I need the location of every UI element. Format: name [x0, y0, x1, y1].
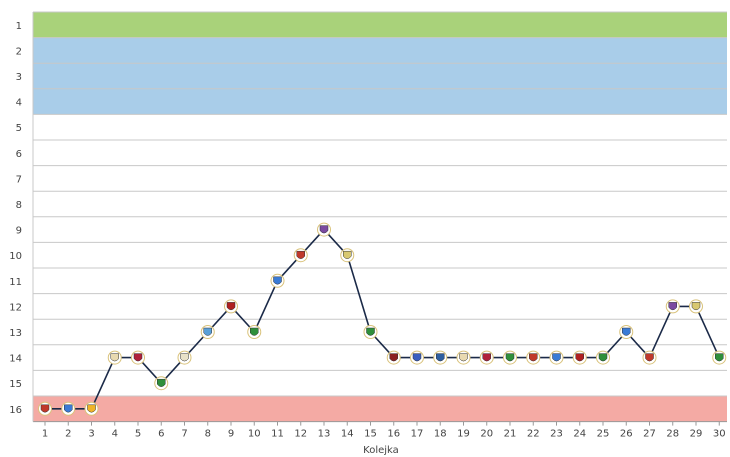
data-point: [433, 350, 448, 365]
data-point: [293, 248, 308, 263]
data-point: [479, 350, 494, 365]
x-tick-label: 16: [387, 429, 400, 440]
data-point: [61, 401, 76, 416]
data-point: [689, 299, 703, 314]
x-tick-label: 17: [411, 429, 424, 440]
data-point: [340, 248, 355, 263]
y-tick-label: 1: [16, 21, 22, 32]
y-tick-label: 9: [16, 226, 22, 237]
x-tick-label: 23: [550, 429, 563, 440]
data-point: [177, 350, 192, 365]
x-tick-label: 20: [480, 429, 493, 440]
y-tick-label: 3: [16, 72, 22, 83]
data-point: [200, 325, 215, 339]
y-tick-label: 8: [16, 200, 22, 211]
data-point: [642, 350, 657, 365]
x-tick-label: 5: [135, 429, 141, 440]
y-tick-label: 6: [16, 149, 22, 160]
x-tick-label: 1: [42, 429, 48, 440]
x-tick-label: 13: [318, 429, 331, 440]
x-tick-label: 25: [597, 429, 610, 440]
data-point: [154, 376, 169, 391]
data-point: [386, 350, 401, 365]
data-point: [572, 350, 587, 365]
y-tick-label: 7: [16, 174, 22, 185]
data-point: [410, 350, 424, 365]
data-point: [456, 350, 471, 365]
data-point: [549, 350, 564, 365]
x-tick-label: 6: [158, 429, 164, 440]
data-point: [38, 401, 52, 416]
y-tick-label: 16: [9, 405, 22, 416]
zone-band-1: [33, 12, 727, 38]
x-tick-label: 2: [65, 429, 71, 440]
y-tick-label: 15: [9, 379, 22, 390]
x-tick-label: 4: [112, 429, 118, 440]
data-point: [107, 350, 122, 365]
x-tick-label: 18: [434, 429, 447, 440]
y-tick-label: 2: [16, 46, 22, 57]
data-point: [526, 350, 541, 365]
x-tick-label: 22: [527, 429, 540, 440]
data-point: [665, 299, 680, 314]
data-point: [224, 299, 238, 314]
zone-bands: [33, 12, 727, 422]
data-point: [712, 350, 727, 365]
grid-lines: [32, 11, 727, 423]
x-tick-label: 29: [690, 429, 703, 440]
x-tick-label: 12: [294, 429, 307, 440]
x-tick-label: 14: [341, 429, 354, 440]
x-tick-label: 19: [457, 429, 470, 440]
x-tick-label: 30: [713, 429, 726, 440]
data-point: [84, 401, 99, 416]
x-tick-label: 15: [364, 429, 377, 440]
y-tick-label: 11: [9, 277, 22, 288]
y-tick-label: 10: [9, 251, 22, 262]
x-tick-label: 28: [666, 429, 679, 440]
x-tick-label: 3: [88, 429, 94, 440]
data-point: [503, 350, 517, 365]
x-tick-label: 26: [620, 429, 633, 440]
data-point: [596, 350, 610, 365]
y-tick-label: 5: [16, 123, 22, 134]
data-point: [317, 222, 331, 237]
x-tick-label: 24: [573, 429, 586, 440]
x-tick-label: 7: [181, 429, 187, 440]
x-tick-label: 9: [228, 429, 234, 440]
data-point: [270, 273, 285, 288]
y-tick-label: 13: [9, 328, 22, 339]
y-tick-label: 12: [9, 302, 22, 313]
x-axis-label: Kolejka: [363, 445, 399, 456]
data-points: [38, 222, 727, 416]
data-point: [619, 325, 634, 339]
data-point: [247, 325, 262, 339]
zone-band-2: [33, 37, 727, 115]
x-tick-label: 27: [643, 429, 656, 440]
y-tick-label: 14: [9, 354, 22, 365]
x-tick-label: 11: [271, 429, 284, 440]
data-point: [131, 350, 145, 365]
y-tick-label: 4: [16, 98, 22, 109]
x-tick-label: 10: [248, 429, 261, 440]
x-tick-labels: 1 2 3 4 5 6 7 8 9 10 11 12 13 14 15 16 17 18 19 20 21 22 23 24 2…: [42, 421, 726, 440]
x-tick-label: 21: [504, 429, 517, 440]
zone-band-3: [33, 396, 727, 422]
x-tick-label: 8: [205, 429, 211, 440]
data-point: [363, 325, 378, 339]
